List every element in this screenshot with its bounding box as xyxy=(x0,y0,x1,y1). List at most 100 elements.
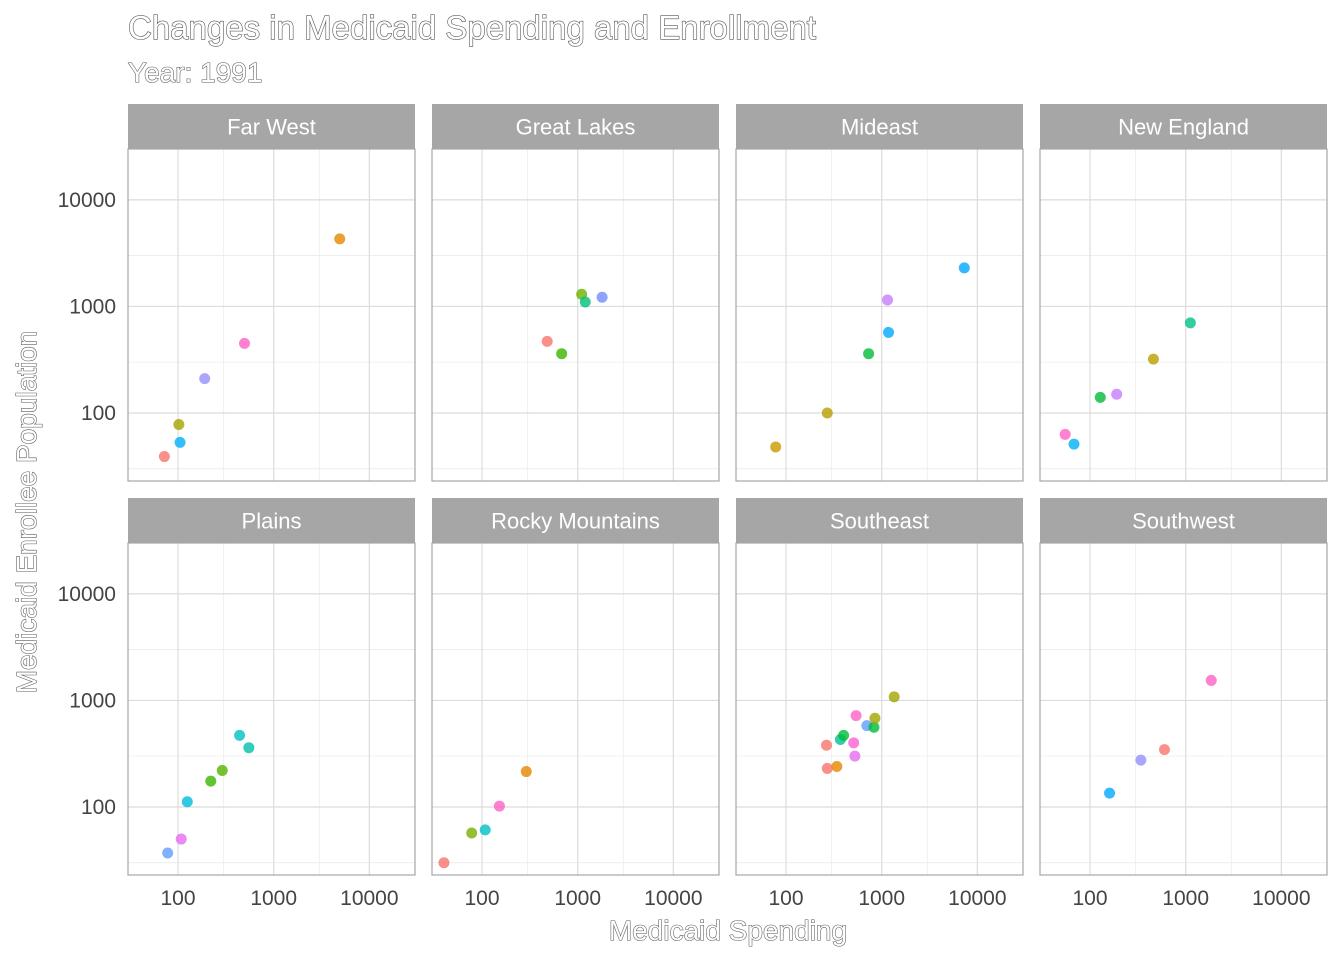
y-tick-label: 100 xyxy=(81,796,116,819)
panel-southeast: Southeast 100 1000 10000 xyxy=(735,498,1024,910)
x-tick-label: 100 xyxy=(1072,887,1107,910)
x-tick-label: 100 xyxy=(160,887,195,910)
chart-subtitle: Year: 1991 xyxy=(128,57,262,88)
facet-strip xyxy=(736,104,1023,149)
data-point xyxy=(234,729,246,741)
data-point xyxy=(1135,754,1147,766)
data-point xyxy=(1068,438,1080,450)
panel-plains: Plains 100 1000 10000 100 1000 10000 xyxy=(58,498,416,910)
y-tick-label: 1000 xyxy=(69,689,116,712)
facet-label: Southwest xyxy=(1132,509,1235,534)
data-point xyxy=(556,348,568,360)
panel-border xyxy=(1039,148,1328,482)
panel-border xyxy=(127,542,416,876)
facet-strip xyxy=(736,498,1023,543)
panel-border xyxy=(735,542,1024,876)
data-point xyxy=(493,800,505,812)
data-point xyxy=(174,436,186,448)
facet-strip xyxy=(432,104,719,149)
x-tick-label: 1000 xyxy=(858,887,905,910)
data-point xyxy=(863,348,875,360)
facet-label: New England xyxy=(1118,115,1249,140)
data-point xyxy=(868,721,880,733)
chart-title: Changes in Medicaid Spending and Enrollm… xyxy=(128,9,816,46)
data-point xyxy=(1158,744,1170,756)
data-point xyxy=(1205,674,1217,686)
y-axis-title: Medicaid Enrollee Population xyxy=(11,331,42,694)
data-point xyxy=(1184,317,1196,329)
data-point xyxy=(216,764,228,776)
data-point xyxy=(541,335,553,347)
data-point xyxy=(770,441,782,453)
data-point xyxy=(243,742,255,754)
data-point xyxy=(520,766,532,778)
x-tick-label: 1000 xyxy=(554,887,601,910)
x-tick-label: 10000 xyxy=(1252,887,1310,910)
panel-border xyxy=(127,148,416,482)
x-tick-label: 100 xyxy=(768,887,803,910)
panel-great-lakes: Great Lakes xyxy=(431,104,720,482)
facet-strip xyxy=(432,498,719,543)
data-point xyxy=(883,326,895,338)
data-point xyxy=(821,407,833,419)
data-point xyxy=(1094,391,1106,403)
data-point xyxy=(158,451,170,463)
data-point xyxy=(238,337,250,349)
data-point xyxy=(1104,787,1116,799)
x-tick-label: 1000 xyxy=(250,887,297,910)
data-point xyxy=(596,291,608,303)
data-point xyxy=(881,294,893,306)
data-point xyxy=(821,739,833,751)
data-point xyxy=(850,710,862,722)
facet-label: Far West xyxy=(227,115,316,140)
facet-strip xyxy=(1040,498,1327,543)
facet-label: Mideast xyxy=(841,115,918,140)
data-point xyxy=(831,760,843,772)
data-point xyxy=(175,833,187,845)
data-point xyxy=(821,762,833,774)
panel-southwest: Southwest 100 1000 10000 xyxy=(1039,498,1328,910)
data-point xyxy=(849,750,861,762)
data-point xyxy=(205,775,217,787)
y-tick-label: 1000 xyxy=(69,295,116,318)
data-point xyxy=(888,691,900,703)
facet-label: Rocky Mountains xyxy=(491,509,660,534)
x-axis-title: Medicaid Spending xyxy=(609,915,847,946)
x-tick-label: 100 xyxy=(464,887,499,910)
panel-new-england: New England xyxy=(1039,104,1328,482)
facet-strip xyxy=(1040,104,1327,149)
data-point xyxy=(173,418,185,430)
y-tick-label: 10000 xyxy=(58,189,116,212)
y-tick-label: 10000 xyxy=(58,583,116,606)
y-tick-label: 100 xyxy=(81,402,116,425)
data-point xyxy=(479,824,491,836)
x-tick-label: 10000 xyxy=(644,887,702,910)
facet-label: Great Lakes xyxy=(516,115,636,140)
facet-label: Plains xyxy=(242,509,302,534)
facet-label: Southeast xyxy=(830,509,929,534)
data-point xyxy=(466,827,478,839)
data-point xyxy=(199,373,211,385)
data-point xyxy=(838,729,850,741)
panel-border xyxy=(1039,542,1328,876)
facet-strip xyxy=(128,498,415,543)
panel-mideast: Mideast xyxy=(735,104,1024,482)
data-point xyxy=(958,262,970,274)
data-point xyxy=(579,296,591,308)
data-point xyxy=(162,847,174,859)
data-point xyxy=(181,796,193,808)
panel-far-west: Far West 100 1000 10000 xyxy=(58,104,416,482)
x-tick-label: 10000 xyxy=(340,887,398,910)
data-point xyxy=(848,737,860,749)
facet-panels: Far West 100 1000 10000 Great Lakes Mideast Ne… xyxy=(58,104,1328,910)
panel-rocky-mountains: Rocky Mountains 100 1000 10000 xyxy=(431,498,720,910)
data-point xyxy=(1059,428,1071,440)
data-point xyxy=(1147,353,1159,365)
x-tick-label: 10000 xyxy=(948,887,1006,910)
data-point xyxy=(334,233,346,245)
panel-border xyxy=(431,542,720,876)
data-point xyxy=(869,712,881,724)
panel-border xyxy=(735,148,1024,482)
data-point xyxy=(438,857,450,869)
